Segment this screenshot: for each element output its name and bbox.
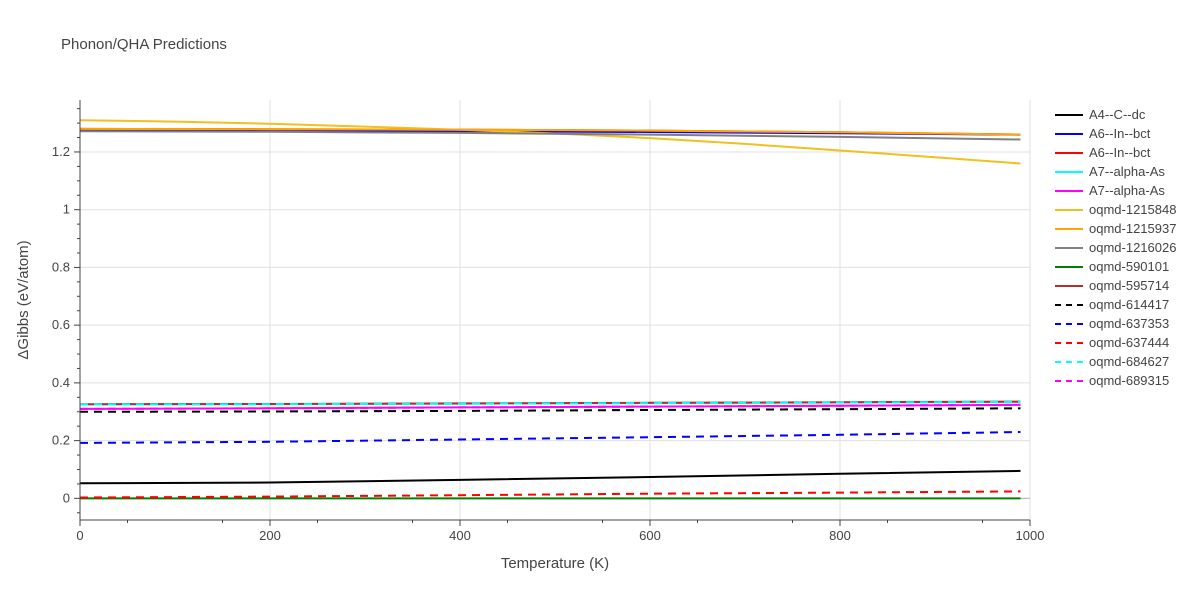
legend-label: A6--In--bct (1089, 126, 1151, 141)
legend-label: oqmd-637444 (1089, 335, 1169, 350)
y-tick-label: 0 (63, 490, 70, 505)
x-tick-label: 400 (449, 528, 471, 543)
y-tick-label: 0.4 (52, 375, 70, 390)
legend-label: oqmd-614417 (1089, 297, 1169, 312)
y-tick-label: 0.8 (52, 259, 70, 274)
y-tick-label: 0.2 (52, 433, 70, 448)
legend-label: oqmd-689315 (1089, 373, 1169, 388)
x-tick-label: 800 (829, 528, 851, 543)
legend-label: oqmd-1216026 (1089, 240, 1176, 255)
legend-label: oqmd-684627 (1089, 354, 1169, 369)
y-tick-label: 1 (63, 202, 70, 217)
series-line-oqmd-684627 (79, 400, 1021, 406)
y-tick-label: 0.6 (52, 317, 70, 332)
x-tick-label: 600 (639, 528, 661, 543)
x-axis-title: Temperature (K) (501, 555, 609, 572)
x-axis-ticks: 0 200 400 600 800 1000 (76, 520, 1044, 543)
series-line-oqmd-689315 (79, 403, 1021, 410)
legend-label: oqmd-590101 (1089, 259, 1169, 274)
legend-label: oqmd-595714 (1089, 278, 1169, 293)
legend-label: A7--alpha-As (1089, 183, 1165, 198)
series-line-oqmd-637444 (79, 490, 1021, 499)
chart-title: Phonon/QHA Predictions (61, 36, 227, 53)
x-tick-label: 0 (76, 528, 83, 543)
legend: A4--C--dc A6--In--bct A6--In--bct A7--alpha… (1055, 107, 1176, 388)
y-axis-ticks: 0 0.2 0.4 0.6 0.8 1 1.2 (52, 108, 80, 514)
series-line-oqmd-637353 (79, 431, 1021, 444)
legend-label: oqmd-1215848 (1089, 202, 1176, 217)
series-line-oqmd-1215937 (79, 127, 1021, 136)
y-axis-title: ΔGibbs (eV/atom) (15, 240, 32, 359)
legend-label: oqmd-1215937 (1089, 221, 1176, 236)
series-line-oqmd-1216026 (79, 130, 1021, 141)
legend-label: A4--C--dc (1089, 107, 1146, 122)
series-line-oqmd-1215848 (79, 119, 1021, 165)
legend-label: A7--alpha-As (1089, 164, 1165, 179)
legend-label: A6--In--bct (1089, 145, 1151, 160)
axes (79, 100, 1030, 521)
series-lines (79, 119, 1021, 500)
series-line-A4--C--dc (79, 469, 1021, 485)
grid (80, 100, 1031, 520)
legend-label: oqmd-637353 (1089, 316, 1169, 331)
y-tick-label: 1.2 (52, 144, 70, 159)
x-tick-label: 200 (259, 528, 281, 543)
series-line-oqmd-614417 (79, 407, 1021, 413)
x-tick-label: 1000 (1016, 528, 1045, 543)
